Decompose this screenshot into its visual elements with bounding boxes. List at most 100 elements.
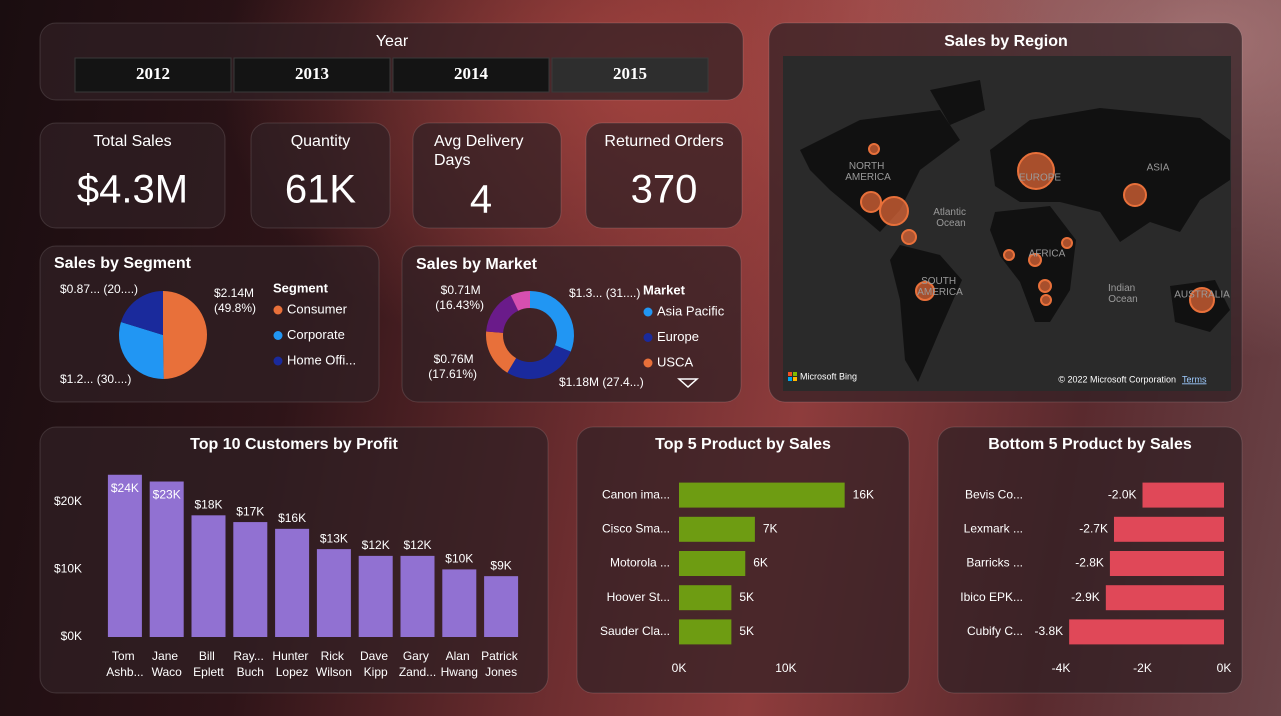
land	[890, 245, 962, 382]
map-bubble[interactable]	[1017, 152, 1055, 190]
x-tick-label: Gary Zand...	[399, 649, 436, 679]
data-label: $23K	[153, 488, 181, 502]
map-label: Atlantic Ocean	[933, 207, 969, 229]
y-tick-label: $20K	[54, 494, 82, 508]
legend-label[interactable]: USCA	[657, 354, 693, 369]
map-bubble[interactable]	[1061, 237, 1073, 249]
map-bubble[interactable]	[1028, 253, 1042, 267]
x-tick-label: 0K	[672, 661, 687, 675]
x-tick-label: Bill Eplett	[193, 649, 224, 679]
map-attribution: Microsoft Bing	[800, 371, 857, 381]
bar[interactable]	[679, 551, 746, 576]
map-copyright: © 2022 Microsoft Corporation	[1058, 374, 1176, 384]
map-bubble[interactable]	[860, 191, 882, 213]
slice[interactable]	[163, 291, 208, 379]
bar[interactable]	[149, 481, 184, 637]
year-button[interactable]	[233, 57, 391, 93]
kpi-label: Quantity	[291, 133, 351, 150]
bar[interactable]	[358, 555, 393, 637]
slicer-title: Year	[376, 33, 409, 50]
data-label: $16K	[278, 511, 306, 525]
bar[interactable]	[275, 528, 310, 637]
bar[interactable]	[233, 522, 268, 637]
map-bubble[interactable]	[1038, 279, 1052, 293]
kpi-card	[39, 122, 226, 229]
map-bubble[interactable]	[1189, 287, 1215, 313]
legend-swatch	[273, 331, 283, 340]
bar[interactable]	[316, 549, 351, 637]
legend-label[interactable]: Home Offi...	[287, 352, 356, 367]
legend-label[interactable]: Asia Pacific	[657, 303, 725, 318]
legend-label[interactable]: Corporate	[287, 327, 345, 342]
kpi-label: Total Sales	[93, 133, 171, 150]
kpi-value: 370	[631, 168, 698, 212]
data-label: $1.18M (27.4...)	[559, 375, 644, 389]
chart-title: Sales by Segment	[54, 255, 192, 272]
slice[interactable]	[120, 291, 163, 335]
kpi-value: 61K	[285, 168, 356, 212]
data-label: $10K	[445, 552, 473, 566]
map-bubble[interactable]	[1003, 249, 1015, 261]
data-label: $9K	[490, 558, 511, 572]
map-bubble[interactable]	[1040, 294, 1052, 306]
chart-title: Bottom 5 Product by Sales	[988, 436, 1192, 453]
x-tick-label: Alan Hwang	[441, 649, 478, 679]
bar[interactable]	[107, 474, 142, 637]
bar[interactable]	[679, 482, 845, 508]
slice[interactable]	[530, 291, 574, 352]
map-bubble[interactable]	[1123, 183, 1147, 207]
y-tick-label: Hoover St...	[607, 590, 670, 604]
legend-label[interactable]: Europe	[657, 329, 699, 344]
slice[interactable]	[507, 345, 571, 379]
legend-title: Market	[643, 282, 686, 297]
bing-logo	[788, 377, 792, 381]
year-button-label: 2012	[136, 64, 170, 83]
bar[interactable]	[191, 515, 226, 637]
x-tick-label: Rick Wilson	[316, 649, 352, 679]
legend-label[interactable]: Consumer	[287, 301, 348, 316]
map-terms[interactable]: Terms	[1182, 374, 1207, 384]
bar[interactable]	[679, 585, 732, 611]
bar[interactable]	[1113, 516, 1224, 542]
bar[interactable]	[679, 619, 732, 645]
x-tick-label: Tom Ashb...	[106, 649, 143, 679]
bar[interactable]	[442, 569, 477, 637]
data-label: 16K	[853, 487, 874, 501]
bing-logo	[793, 377, 797, 381]
bar[interactable]	[1142, 482, 1225, 508]
legend-title: Segment	[273, 280, 329, 295]
data-label: 5K	[739, 624, 754, 638]
slice[interactable]	[510, 291, 530, 311]
y-tick-label: Ibico EPK...	[960, 590, 1023, 604]
x-tick-label: Hunter Lopez	[272, 649, 311, 679]
slice[interactable]	[486, 295, 519, 333]
bar[interactable]	[1105, 585, 1224, 611]
bar[interactable]	[1109, 551, 1224, 576]
map-bubble[interactable]	[915, 281, 935, 301]
data-label: $13K	[320, 531, 348, 545]
data-label: $1.3... (31....)	[569, 286, 640, 300]
y-tick-label: $10K	[54, 562, 82, 576]
bar[interactable]	[400, 555, 435, 637]
slice[interactable]	[119, 322, 164, 379]
data-label: -2.0K	[1108, 487, 1137, 501]
map-bubble[interactable]	[879, 196, 909, 226]
y-tick-label: Barricks ...	[966, 556, 1023, 570]
map-bubble[interactable]	[868, 143, 880, 155]
slice[interactable]	[486, 331, 517, 373]
bar[interactable]	[679, 516, 755, 542]
bar[interactable]	[1069, 619, 1224, 645]
data-label: $0.71M (16.43%)	[435, 283, 484, 312]
map-bubble[interactable]	[901, 229, 917, 245]
year-button[interactable]	[74, 57, 232, 93]
x-tick-label: -2K	[1133, 661, 1152, 675]
year-button[interactable]	[392, 57, 550, 93]
year-button[interactable]	[551, 57, 709, 93]
map-label: EUROPE	[1019, 173, 1062, 184]
data-label: $2.14M (49.8%)	[214, 286, 257, 315]
legend-more-arrow[interactable]	[677, 378, 699, 389]
bar[interactable]	[484, 576, 519, 637]
x-tick-label: -4K	[1052, 661, 1071, 675]
y-tick-label: Motorola ...	[610, 556, 670, 570]
